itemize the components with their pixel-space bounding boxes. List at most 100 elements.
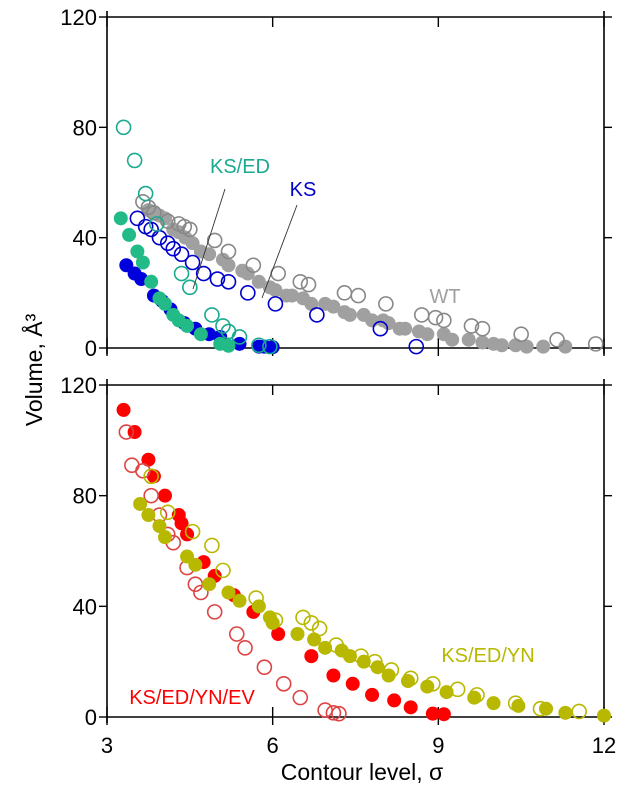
data-point (157, 530, 172, 545)
data-point (262, 338, 278, 355)
series-wt-open (135, 194, 604, 352)
data-point (295, 609, 311, 626)
data-point (398, 321, 413, 336)
data-point (204, 537, 220, 554)
data-point (387, 693, 402, 708)
data-point (571, 703, 587, 720)
data-point (267, 296, 284, 312)
data-point (402, 670, 419, 687)
data-point (511, 698, 526, 713)
data-point (519, 339, 534, 354)
data-point (425, 706, 440, 721)
data-point (135, 462, 151, 479)
x-tick-label: 12 (592, 733, 616, 758)
data-point (251, 599, 266, 614)
data-point (206, 604, 223, 620)
top-panel: 0 40 80 120 WT KS KS/ED (60, 5, 612, 361)
series-label: KS (290, 179, 317, 201)
data-point (420, 327, 435, 342)
data-point (209, 271, 226, 287)
data-point (271, 627, 286, 641)
data-point (143, 468, 159, 485)
data-point (143, 221, 159, 238)
data-point (240, 266, 255, 281)
data-point (342, 307, 357, 322)
data-point (113, 211, 128, 226)
data-point (508, 338, 523, 353)
x-tick-label: 3 (101, 733, 113, 758)
data-point (173, 265, 190, 282)
data-point (425, 675, 441, 692)
data-point (400, 674, 415, 689)
data-point (202, 577, 217, 592)
y-tick-label: 40 (73, 226, 97, 251)
data-point (251, 274, 266, 289)
data-point (116, 402, 131, 417)
data-point (265, 615, 280, 630)
data-point (469, 687, 485, 703)
data-point (513, 326, 529, 343)
data-point (307, 632, 322, 647)
data-point (587, 336, 604, 352)
data-point (436, 707, 451, 722)
x-tick-label: 6 (267, 733, 279, 758)
data-point (115, 119, 132, 136)
data-point (251, 337, 267, 354)
data-point (383, 662, 400, 678)
data-point (135, 194, 151, 210)
data-point (159, 213, 176, 229)
data-point (221, 585, 236, 600)
data-point (141, 452, 156, 467)
data-point (475, 335, 490, 350)
data-point (206, 232, 223, 249)
data-point (144, 274, 159, 289)
data-point (182, 279, 198, 296)
y-tick-label: 0 (85, 705, 97, 730)
data-point (127, 425, 142, 440)
series-ks (129, 210, 425, 355)
data-point (284, 288, 299, 303)
data-point (597, 708, 611, 723)
data-point (539, 701, 554, 716)
data-point (237, 640, 253, 656)
data-point (130, 244, 145, 259)
data-point (331, 705, 347, 722)
series-label: KS/ED (210, 156, 270, 178)
data-point (408, 338, 425, 355)
data-point (342, 649, 357, 664)
x-axis-title: Contour level, σ (281, 759, 444, 785)
data-point (135, 255, 150, 270)
series-ks-ed-filled (113, 211, 236, 353)
y-tick-label: 40 (73, 594, 97, 619)
data-point (221, 338, 236, 353)
data-point (536, 339, 551, 354)
data-point (467, 690, 482, 705)
series-ks-ed-yn-open (143, 468, 587, 720)
data-point (118, 424, 135, 440)
data-point (303, 615, 320, 631)
data-point (159, 504, 176, 521)
data-point (231, 329, 248, 345)
data-point (174, 516, 189, 531)
data-point (228, 626, 245, 642)
data-point (558, 339, 573, 354)
data-point (215, 318, 231, 334)
data-point (445, 332, 460, 347)
data-point (558, 705, 573, 720)
label-leader-line (192, 188, 226, 290)
data-point (267, 612, 284, 628)
data-point (152, 519, 167, 534)
data-point (486, 696, 501, 711)
y-tick-label: 80 (73, 115, 97, 140)
data-point (148, 216, 165, 232)
data-point (165, 240, 182, 257)
data-point (221, 258, 236, 273)
data-point (173, 246, 190, 263)
data-point (129, 210, 146, 227)
data-point (268, 283, 283, 298)
data-point (336, 285, 353, 301)
data-point (256, 659, 273, 676)
data-point (350, 287, 367, 304)
series-label: KS/ED/YN (441, 645, 534, 667)
